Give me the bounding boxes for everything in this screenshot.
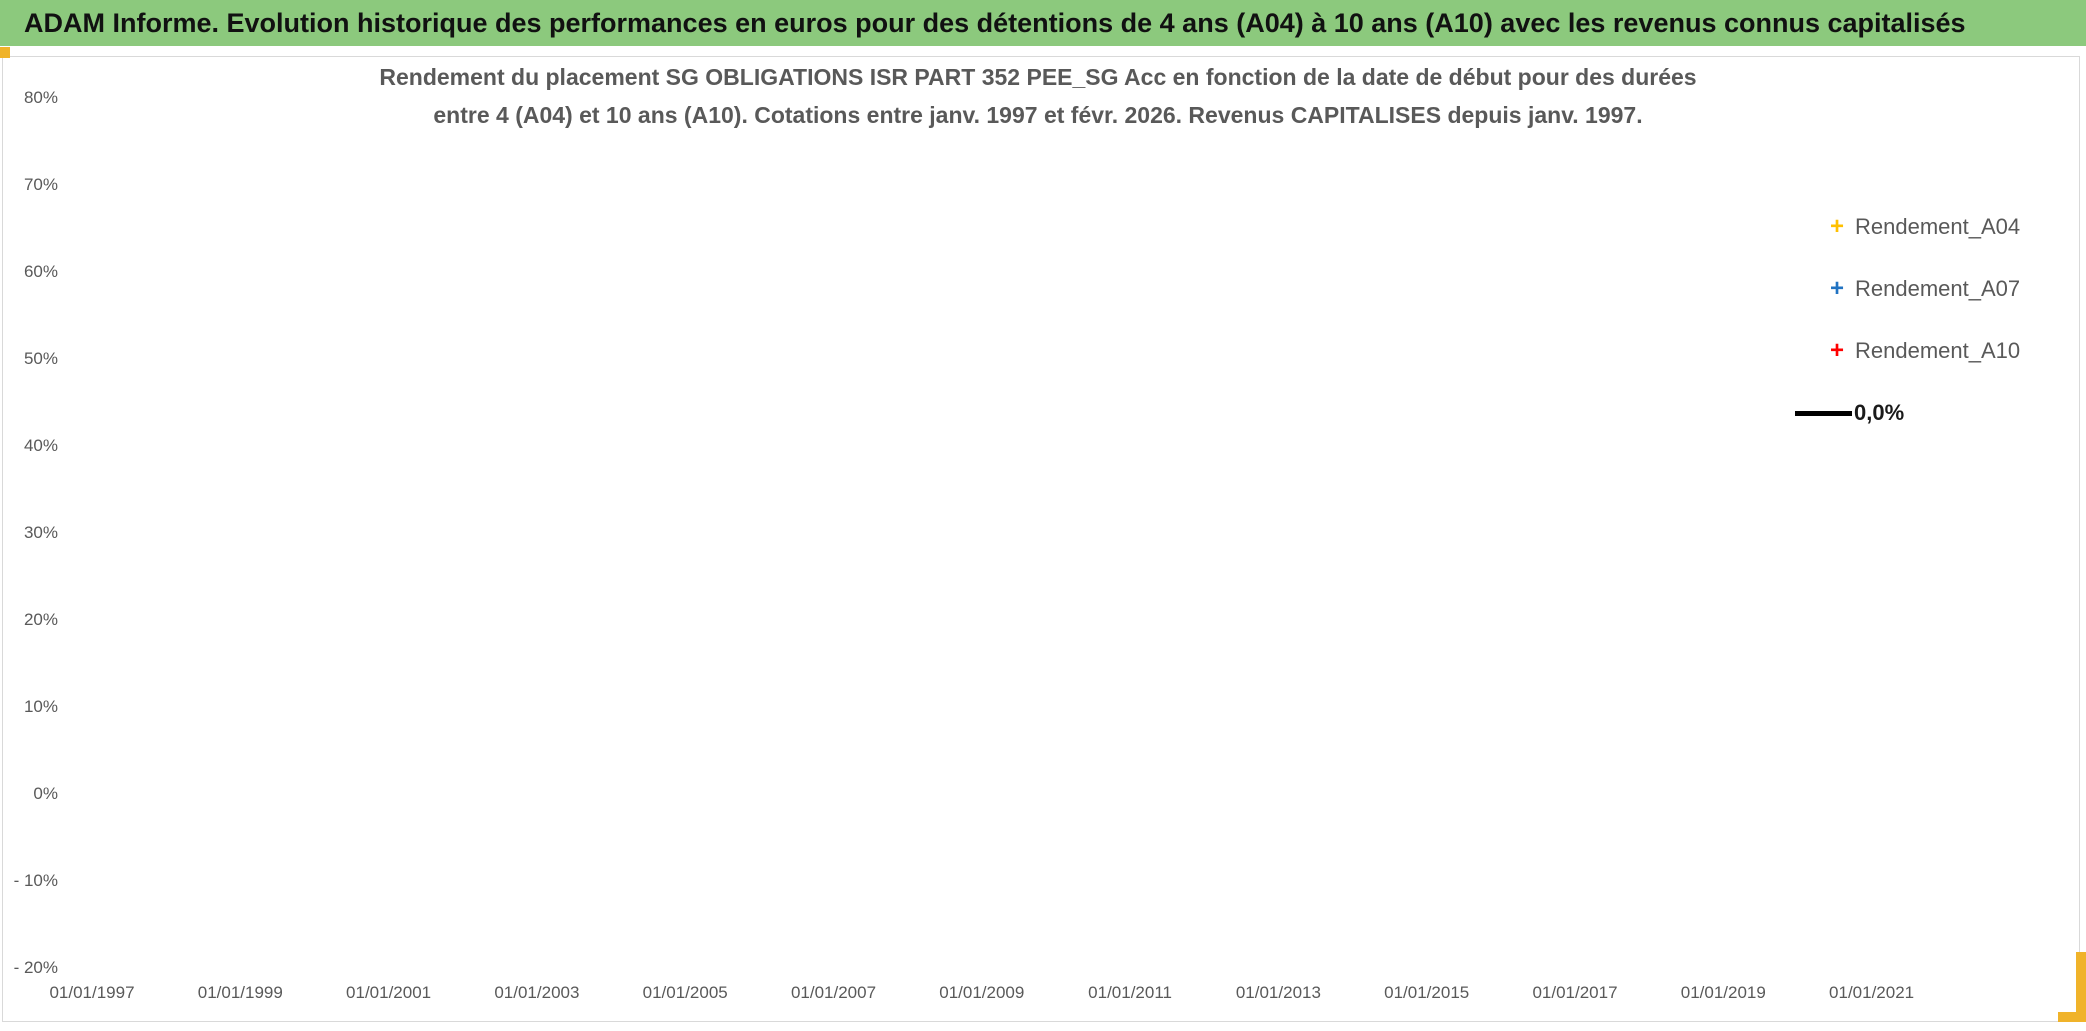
x-axis-tick: 01/01/2011 [1088,983,1172,1002]
x-axis-tick: 01/01/2003 [494,983,580,1002]
chart-frame [2,56,2080,1022]
legend-item-zero-line[interactable]: 0,0% [1790,382,2080,444]
y-axis-tick: - 10% [13,871,58,890]
gold-corner-accent-top-left [0,47,10,58]
y-axis-tick: - 20% [13,958,58,977]
chart-title-line-1: Rendement du placement SG OBLIGATIONS IS… [379,64,1697,90]
legend-item-rendement-a04[interactable]: + Rendement_A04 [1790,196,2080,258]
plus-marker-icon: + [1829,213,1844,240]
x-axis-tick: 01/01/2017 [1532,983,1618,1002]
y-axis-tick: 40% [23,436,58,455]
x-axis-tick: 01/01/2019 [1680,983,1766,1002]
x-axis-tick: 01/01/2013 [1235,983,1321,1002]
x-axis-tick: 01/01/2021 [1829,983,1915,1002]
y-axis-tick: 80% [23,88,58,107]
x-axis-tick: 01/01/2015 [1384,983,1470,1002]
x-axis-tick: 01/01/1999 [197,983,283,1002]
title-bar: ADAM Informe. Evolution historique des p… [0,0,2086,46]
y-axis-tick: 0% [33,784,58,803]
chart-legend: + Rendement_A04 + Rendement_A07 + Rendem… [1790,196,2080,444]
line-marker-icon [1795,410,1852,416]
legend-label: 0,0% [1854,400,1905,425]
legend-label: Rendement_A10 [1855,338,2021,363]
x-axis-tick: 01/01/2009 [939,983,1025,1002]
x-axis-tick: 01/01/2007 [790,983,877,1002]
y-axis-tick: 50% [23,349,58,368]
y-axis-tick: 30% [23,523,58,542]
gold-corner-accent-bottom-right-v [2076,952,2086,1022]
legend-label: Rendement_A04 [1855,214,2021,239]
chart-title-line-2: entre 4 (A04) et 10 ans (A10). Cotations… [433,102,1643,128]
chart-title: Rendement du placement SG OBLIGATIONS IS… [0,58,2076,134]
page-title: ADAM Informe. Evolution historique des p… [24,8,1966,38]
y-axis-tick: 70% [23,175,58,194]
x-axis-tick: 01/01/2001 [346,983,432,1002]
legend-item-rendement-a10[interactable]: + Rendement_A10 [1790,320,2080,382]
gold-corner-accent-bottom-right-h [2058,1012,2086,1022]
y-axis-tick: 20% [23,610,58,629]
y-axis-tick: 10% [23,697,58,716]
x-axis-tick: 01/01/1997 [49,983,135,1002]
legend-label: Rendement_A07 [1855,276,2021,301]
plus-marker-icon: + [1829,275,1844,302]
legend-item-rendement-a07[interactable]: + Rendement_A07 [1790,258,2080,320]
plus-marker-icon: + [1829,337,1844,364]
y-axis-tick: 60% [23,262,58,281]
x-axis-tick: 01/01/2005 [642,983,728,1002]
